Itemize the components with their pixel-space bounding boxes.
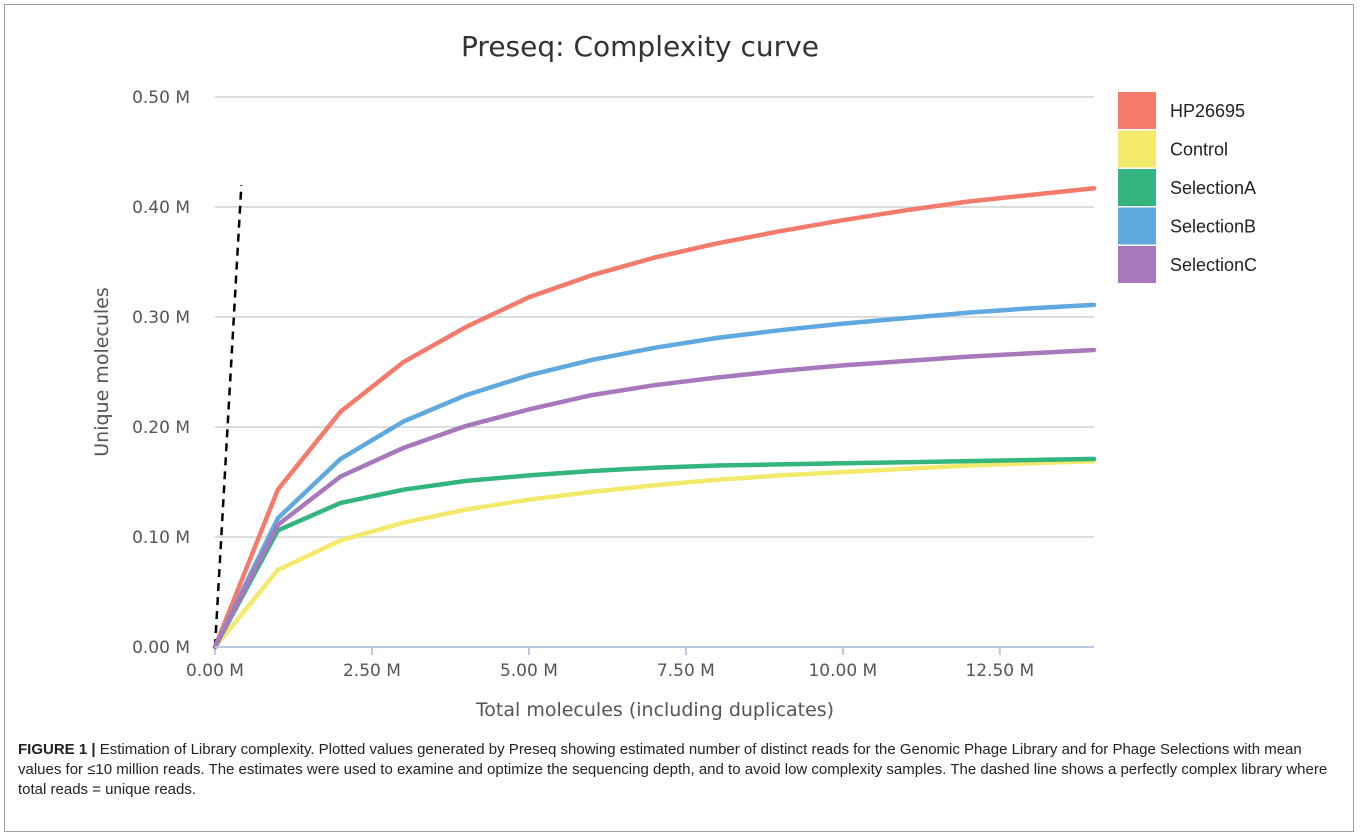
- y-tick-label: 0.40 M: [132, 198, 190, 218]
- reference-line: [213, 184, 243, 648]
- series-line-selectiona: [212, 456, 1097, 650]
- reference-line-group: [213, 184, 243, 648]
- legend-label-control: Control: [1170, 140, 1228, 160]
- complexity-chart: Preseq: Complexity curve 0.00 M 0.10 M 0.2…: [91, 30, 1257, 721]
- figure-frame: [4, 4, 1354, 832]
- series-group: [212, 186, 1097, 650]
- legend-swatch-control: [1118, 130, 1156, 168]
- y-axis-label: Unique molecules: [91, 287, 113, 457]
- y-tick-label: 0.30 M: [132, 308, 190, 328]
- legend-swatch-selectiona: [1118, 169, 1156, 206]
- y-tick-label: 0.20 M: [132, 418, 190, 438]
- x-axis-label: Total molecules (including duplicates): [475, 699, 834, 721]
- y-tick-label: 0.00 M: [132, 638, 190, 658]
- legend-label-selectiona: SelectionA: [1170, 178, 1256, 198]
- legend-label-hp26695: HP26695: [1170, 101, 1245, 121]
- x-axis-ticks: 0.00 M 2.50 M 5.00 M 7.50 M 10.00 M 12.50 M: [186, 647, 1034, 681]
- series-line-selectionc: [212, 347, 1097, 650]
- series-line-control: [212, 458, 1097, 650]
- x-tick-label: 12.50 M: [965, 661, 1034, 681]
- legend-swatch-selectionc: [1118, 246, 1156, 283]
- series-line-hp26695: [212, 186, 1097, 650]
- legend: HP26695 Control SelectionA SelectionB Select…: [1118, 92, 1257, 283]
- x-tick-label: 10.00 M: [808, 661, 877, 681]
- x-tick-label: 0.00 M: [186, 661, 244, 681]
- x-tick-label: 7.50 M: [657, 661, 715, 681]
- figure-caption: FIGURE 1 | Estimation of Library complex…: [18, 740, 1340, 800]
- series-line-selectionb: [212, 302, 1097, 650]
- grid-lines: [215, 96, 1094, 538]
- caption-text: Estimation of Library complexity. Plotte…: [18, 741, 1328, 798]
- x-tick-label: 2.50 M: [343, 661, 401, 681]
- x-tick-label: 5.00 M: [500, 661, 558, 681]
- caption-label: FIGURE 1 |: [18, 741, 96, 758]
- legend-label-selectionc: SelectionC: [1170, 255, 1257, 275]
- y-tick-label: 0.10 M: [132, 528, 190, 548]
- legend-swatch-hp26695: [1118, 92, 1156, 129]
- legend-label-selectionb: SelectionB: [1170, 217, 1256, 237]
- chart-title: Preseq: Complexity curve: [461, 30, 819, 63]
- y-axis-ticks: 0.00 M 0.10 M 0.20 M 0.30 M 0.40 M 0.50 M: [132, 88, 190, 658]
- y-tick-label: 0.50 M: [132, 88, 190, 108]
- legend-swatch-selectionb: [1118, 207, 1156, 245]
